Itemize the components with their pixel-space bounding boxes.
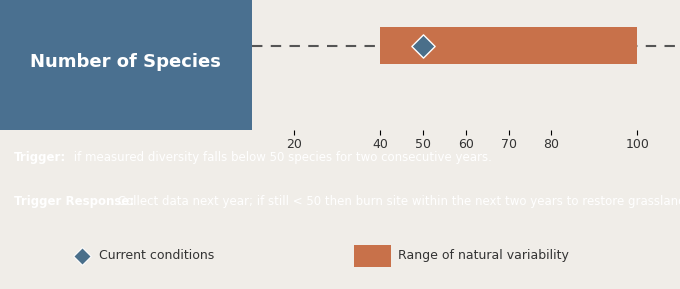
Text: Number of Species: Number of Species [31, 53, 221, 71]
FancyBboxPatch shape [380, 27, 637, 64]
FancyBboxPatch shape [0, 0, 252, 130]
Point [418, 43, 428, 48]
FancyBboxPatch shape [354, 245, 391, 267]
Text: Current conditions: Current conditions [99, 249, 214, 262]
Text: Trigger:: Trigger: [14, 151, 66, 164]
Point [76, 254, 87, 258]
Text: Trigger Response:: Trigger Response: [14, 195, 134, 208]
Text: Collect data next year; if still < 50 then burn site within the next two years t: Collect data next year; if still < 50 th… [114, 195, 680, 208]
Text: Range of natural variability: Range of natural variability [398, 249, 568, 262]
Text: if measured diversity falls below 50 species for two consecutive years.: if measured diversity falls below 50 spe… [70, 151, 492, 164]
